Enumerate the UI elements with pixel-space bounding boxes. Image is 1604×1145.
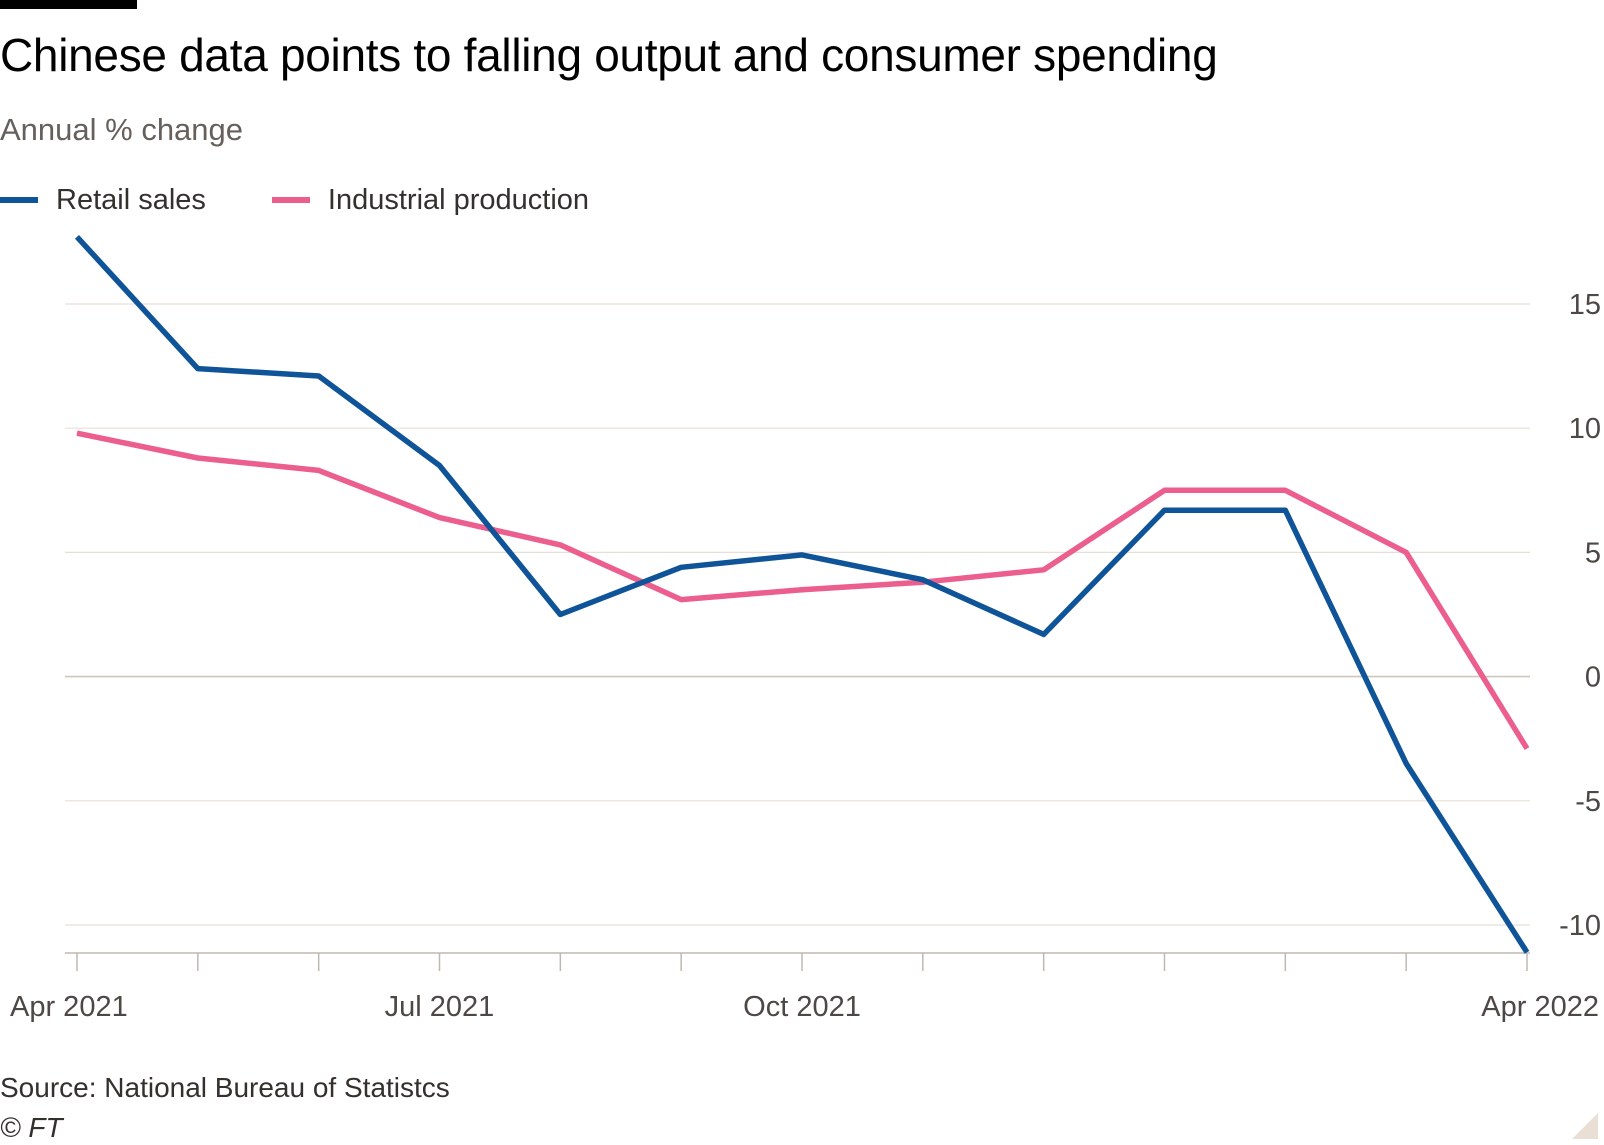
- y-tick-label: -5: [1575, 786, 1601, 818]
- legend-item-industrial: Industrial production: [271, 183, 590, 217]
- chart-subtitle: Annual % change: [0, 112, 244, 147]
- legend-label-retail: Retail sales: [56, 183, 206, 216]
- y-tick-label: 5: [1585, 537, 1601, 569]
- chart-title: Chinese data points to falling output an…: [0, 29, 1218, 81]
- source-note: Source: National Bureau of Statistcs: [0, 1072, 450, 1103]
- legend-item-retail: Retail sales: [0, 184, 206, 217]
- y-tick-label: 10: [1569, 413, 1601, 445]
- x-tick-label: Apr 2021: [10, 991, 128, 1023]
- series-line-retail-sales: [74, 235, 1530, 954]
- x-tick-label: Oct 2021: [743, 991, 861, 1023]
- series-line-industrial-production: [76, 430, 1530, 751]
- brand-bar: [0, 0, 137, 9]
- corner-mark: [1572, 1113, 1598, 1139]
- x-tick-label: Jul 2021: [385, 991, 495, 1023]
- legend-label-industrial: Industrial production: [327, 183, 590, 216]
- credit-note: © FT: [0, 1112, 63, 1143]
- legend: Retail sales Industrial production: [0, 180, 655, 220]
- y-tick-label: 0: [1585, 662, 1601, 694]
- y-tick-label: 15: [1569, 289, 1601, 321]
- legend-swatch-industrial: [271, 197, 310, 203]
- y-tick-label: -10: [1559, 910, 1601, 942]
- x-tick-label: Apr 2022: [1481, 991, 1599, 1023]
- legend-swatch-retail: [0, 197, 38, 203]
